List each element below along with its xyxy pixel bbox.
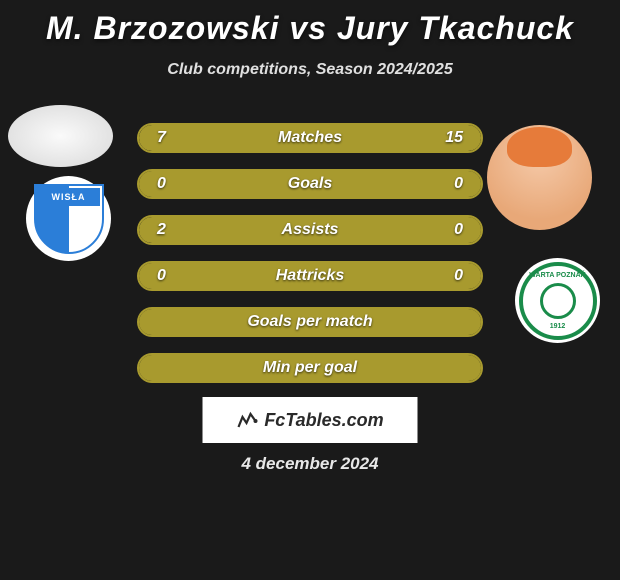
stat-label: Min per goal xyxy=(139,355,481,381)
stat-label: Goals xyxy=(139,171,481,197)
stat-value-left: 0 xyxy=(157,171,166,197)
player-left-avatar xyxy=(8,105,113,167)
stat-row: Assists2 0 xyxy=(137,215,483,245)
player-left-club-badge: WISŁA xyxy=(26,176,111,261)
branding-text: FcTables.com xyxy=(264,410,383,431)
stat-label: Hattricks xyxy=(139,263,481,289)
player-right-avatar xyxy=(487,125,592,230)
page-title: M. Brzozowski vs Jury Tkachuck xyxy=(0,0,620,47)
comparison-card: M. Brzozowski vs Jury Tkachuck Club comp… xyxy=(0,0,620,500)
badge-left-text: WISŁA xyxy=(38,188,100,206)
stat-row: Hattricks0 0 xyxy=(137,261,483,291)
branding-badge[interactable]: FcTables.com xyxy=(203,397,418,443)
stat-value-left: 2 xyxy=(157,217,166,243)
stat-row: Goals0 0 xyxy=(137,169,483,199)
player-right-club-badge: WARTA POZNAŃ 1912 xyxy=(515,258,600,343)
stat-value-left: 0 xyxy=(157,263,166,289)
stat-label: Assists xyxy=(139,217,481,243)
stat-value-right: 15 xyxy=(445,125,463,151)
fctables-logo-icon xyxy=(236,409,258,431)
stat-row: Min per goal xyxy=(137,353,483,383)
stat-value-right: 0 xyxy=(454,171,463,197)
stat-row: Matches7 15 xyxy=(137,123,483,153)
date-text: 4 december 2024 xyxy=(0,454,620,474)
stat-row: Goals per match xyxy=(137,307,483,337)
stat-value-right: 0 xyxy=(454,263,463,289)
badge-right-text-top: WARTA POZNAŃ xyxy=(529,272,585,279)
stats-area: Matches715Goals00Assists20Hattricks00Goa… xyxy=(137,123,483,399)
stat-label: Goals per match xyxy=(139,309,481,335)
subtitle: Club competitions, Season 2024/2025 xyxy=(0,61,620,79)
warta-ring-icon: WARTA POZNAŃ 1912 xyxy=(519,262,597,340)
stat-value-left: 7 xyxy=(157,125,166,151)
badge-right-text-bottom: 1912 xyxy=(550,323,566,330)
stat-label: Matches xyxy=(139,125,481,151)
stat-value-right: 0 xyxy=(454,217,463,243)
wisla-shield-icon: WISŁA xyxy=(34,184,104,254)
